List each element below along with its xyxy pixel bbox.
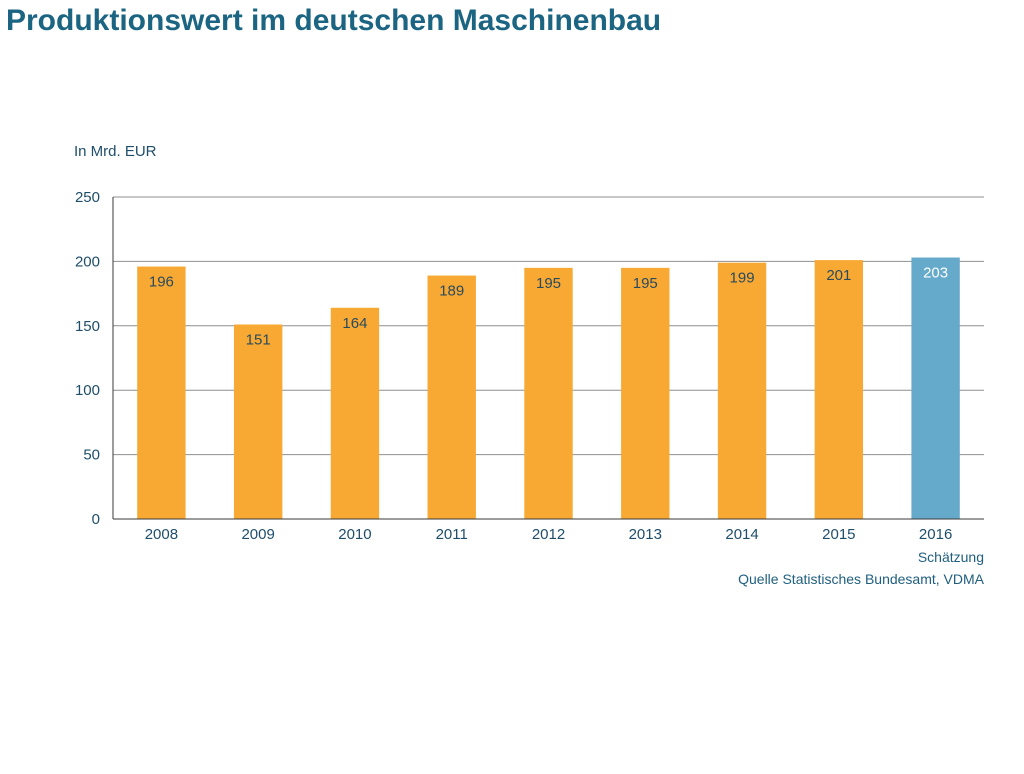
x-tick-label: 2013 (629, 526, 662, 543)
bar-2016 (911, 257, 960, 519)
y-tick-label: 0 (92, 511, 100, 528)
y-axis-ticks: 0 50 100 150 200 250 (75, 189, 100, 528)
bar-2009 (233, 324, 283, 519)
y-unit-label: In Mrd. EUR (74, 143, 157, 160)
bar-2012 (524, 267, 573, 519)
bar-value-label: 195 (633, 275, 658, 292)
bar-value-label: 196 (149, 274, 174, 291)
bar-value-label: 201 (826, 267, 851, 284)
y-tick-label: 250 (75, 189, 100, 206)
bar-2015 (814, 260, 864, 519)
bar-value-label: 203 (923, 265, 948, 282)
x-axis-ticks: 2008 2009 2010 2011 2012 2013 2014 2015 2016 (145, 526, 953, 543)
bar-2008 (137, 266, 186, 519)
y-tick-label: 150 (75, 318, 100, 335)
source-note: Quelle Statistisches Bundesamt, VDMA (738, 571, 985, 587)
bar-value-label: 164 (342, 315, 367, 332)
estimate-note: Schätzung (918, 549, 984, 565)
x-tick-label: 2014 (725, 526, 758, 543)
bar-2010 (330, 307, 380, 519)
x-tick-label: 2009 (241, 526, 274, 543)
bars: 196 151 164 189 195 195 199 201 203 (137, 257, 960, 519)
y-tick-label: 200 (75, 253, 100, 270)
x-tick-label: 2010 (338, 526, 371, 543)
bar-value-label: 189 (439, 283, 464, 300)
x-tick-label: 2016 (919, 526, 952, 543)
x-tick-label: 2012 (532, 526, 565, 543)
x-tick-label: 2015 (822, 526, 855, 543)
y-tick-label: 50 (83, 447, 100, 464)
x-tick-label: 2008 (145, 526, 178, 543)
page-title: Produktionswert im deutschen Maschinenba… (6, 4, 662, 37)
bar-2011 (427, 275, 476, 519)
bar-value-label: 195 (536, 275, 561, 292)
x-tick-label: 2011 (436, 526, 468, 543)
bar-2013 (621, 267, 670, 519)
bar-2014 (717, 262, 767, 519)
bar-value-label: 199 (730, 270, 755, 287)
y-tick-label: 100 (75, 382, 100, 399)
bar-value-label: 151 (246, 332, 271, 349)
